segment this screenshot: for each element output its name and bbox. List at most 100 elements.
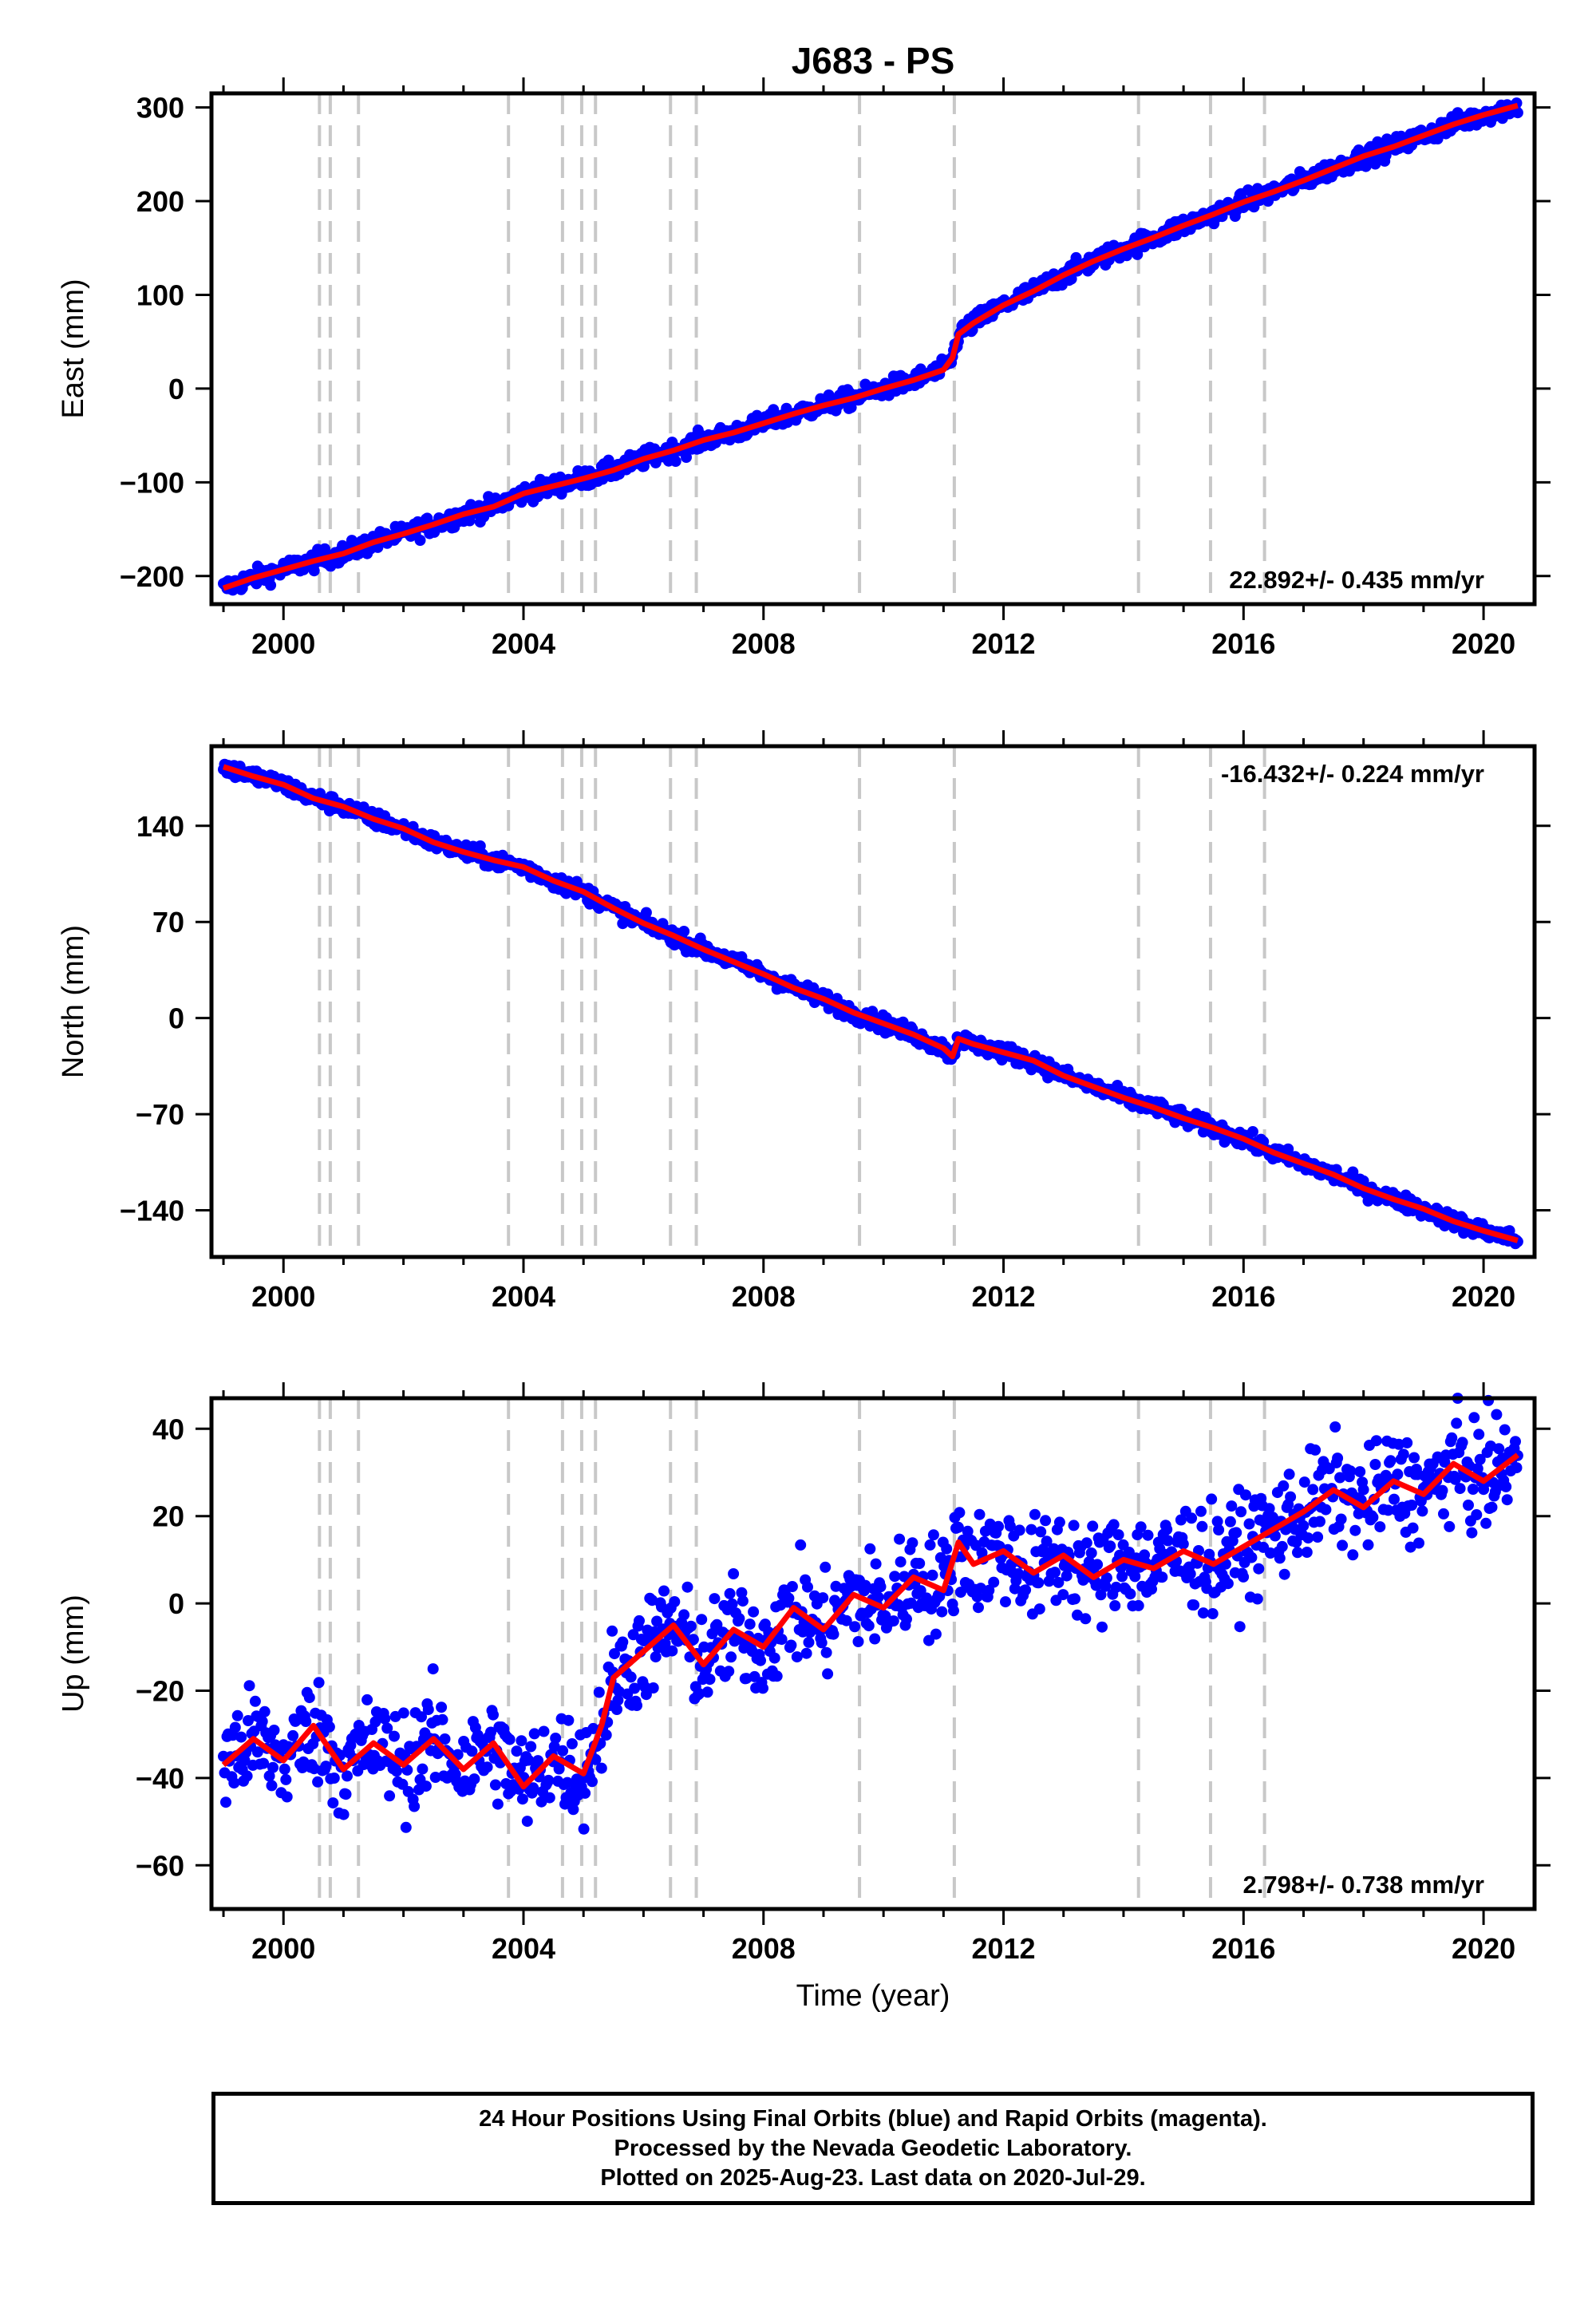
data-point	[1197, 1607, 1209, 1619]
data-point	[1265, 1547, 1276, 1559]
data-point	[1349, 1524, 1361, 1536]
data-point	[817, 1592, 829, 1604]
data-point	[1188, 1599, 1200, 1611]
data-point	[1231, 1527, 1242, 1539]
data-point	[1278, 1568, 1290, 1580]
data-point	[391, 1765, 402, 1777]
y-tick-label: 20	[152, 1500, 184, 1533]
x-tick-label: 2008	[732, 627, 796, 660]
data-point	[550, 1733, 562, 1744]
data-point	[1401, 1437, 1413, 1448]
data-point	[342, 1770, 353, 1782]
data-point	[313, 1677, 325, 1689]
data-point	[634, 1614, 645, 1626]
data-point	[1285, 1491, 1297, 1503]
data-point	[1392, 1468, 1404, 1480]
data-point	[869, 1633, 881, 1645]
data-point	[436, 1701, 448, 1713]
data-point	[1068, 1520, 1080, 1531]
data-point	[659, 1638, 671, 1650]
data-point	[1108, 1519, 1120, 1531]
data-point	[243, 1680, 255, 1692]
data-point	[268, 1725, 280, 1736]
x-tick-label: 2016	[1211, 627, 1275, 660]
data-point	[1100, 1580, 1112, 1592]
data-point	[748, 1606, 760, 1618]
x-tick-label: 2008	[732, 1280, 796, 1313]
data-point	[1065, 273, 1077, 285]
data-point	[414, 535, 426, 546]
data-point	[1389, 1493, 1400, 1505]
data-point	[327, 1797, 339, 1809]
data-point	[1033, 1603, 1045, 1615]
data-point	[863, 1620, 875, 1632]
data-point	[606, 1625, 618, 1637]
data-point	[1080, 1613, 1092, 1625]
y-tick-label: −140	[120, 1195, 184, 1227]
data-point	[1449, 1473, 1461, 1485]
x-tick-label: 2020	[1452, 1280, 1515, 1313]
y-tick-label: 200	[136, 185, 184, 218]
data-point	[587, 1776, 598, 1788]
x-axis-label: Time (year)	[796, 1979, 950, 2013]
data-point	[258, 1757, 270, 1769]
data-point	[1370, 1435, 1382, 1447]
data-point	[785, 1639, 797, 1651]
data-point	[600, 1729, 612, 1741]
data-point	[1500, 1480, 1512, 1492]
data-point	[287, 1729, 299, 1741]
data-point	[243, 1715, 254, 1726]
data-point	[323, 1721, 335, 1733]
y-tick-label: −40	[136, 1762, 184, 1795]
data-point	[1347, 1549, 1359, 1561]
data-point	[312, 1776, 324, 1788]
y-tick-label: 300	[136, 92, 184, 124]
data-point	[728, 1568, 740, 1579]
data-point	[914, 1558, 926, 1569]
data-point	[429, 1772, 441, 1783]
data-point	[579, 1787, 591, 1799]
y-axis-label: East (mm)	[57, 279, 90, 418]
y-tick-label: 70	[152, 906, 184, 939]
data-point	[1302, 1532, 1314, 1544]
figure-title: J683 - PS	[792, 40, 955, 81]
data-point	[927, 1529, 939, 1541]
data-point	[737, 1595, 749, 1607]
data-point	[1124, 1588, 1136, 1600]
data-point	[1274, 1552, 1286, 1564]
data-point	[1382, 1504, 1394, 1516]
data-point	[666, 1645, 678, 1657]
data-point	[381, 1722, 393, 1734]
data-point	[1029, 1508, 1041, 1520]
data-point	[527, 1782, 539, 1794]
data-point	[1334, 1472, 1346, 1484]
data-point	[1013, 1524, 1025, 1536]
data-point	[1129, 1571, 1141, 1583]
data-point	[437, 1713, 448, 1725]
data-point	[768, 1652, 780, 1664]
data-point	[1110, 1581, 1122, 1593]
data-point	[528, 1728, 540, 1740]
data-point	[532, 1755, 544, 1767]
data-point	[1092, 1559, 1104, 1571]
data-point	[314, 788, 326, 800]
data-point	[724, 1587, 736, 1599]
data-point	[895, 1556, 907, 1568]
data-point	[256, 1716, 268, 1727]
data-point	[1367, 1512, 1379, 1524]
data-point	[1312, 1531, 1324, 1543]
data-point	[389, 1730, 400, 1742]
data-point	[1240, 1489, 1251, 1501]
data-point	[397, 1707, 409, 1719]
x-tick-label: 2012	[971, 1932, 1035, 1965]
data-point	[1246, 1551, 1258, 1563]
data-point	[1235, 1506, 1247, 1518]
data-point	[1020, 1584, 1032, 1596]
data-point	[231, 1709, 243, 1721]
data-point	[1161, 1524, 1173, 1535]
data-point	[1238, 1571, 1250, 1583]
data-point	[1142, 1529, 1154, 1541]
data-point	[1413, 1537, 1424, 1549]
y-tick-label: 0	[168, 1587, 184, 1620]
data-point	[1206, 1493, 1218, 1505]
